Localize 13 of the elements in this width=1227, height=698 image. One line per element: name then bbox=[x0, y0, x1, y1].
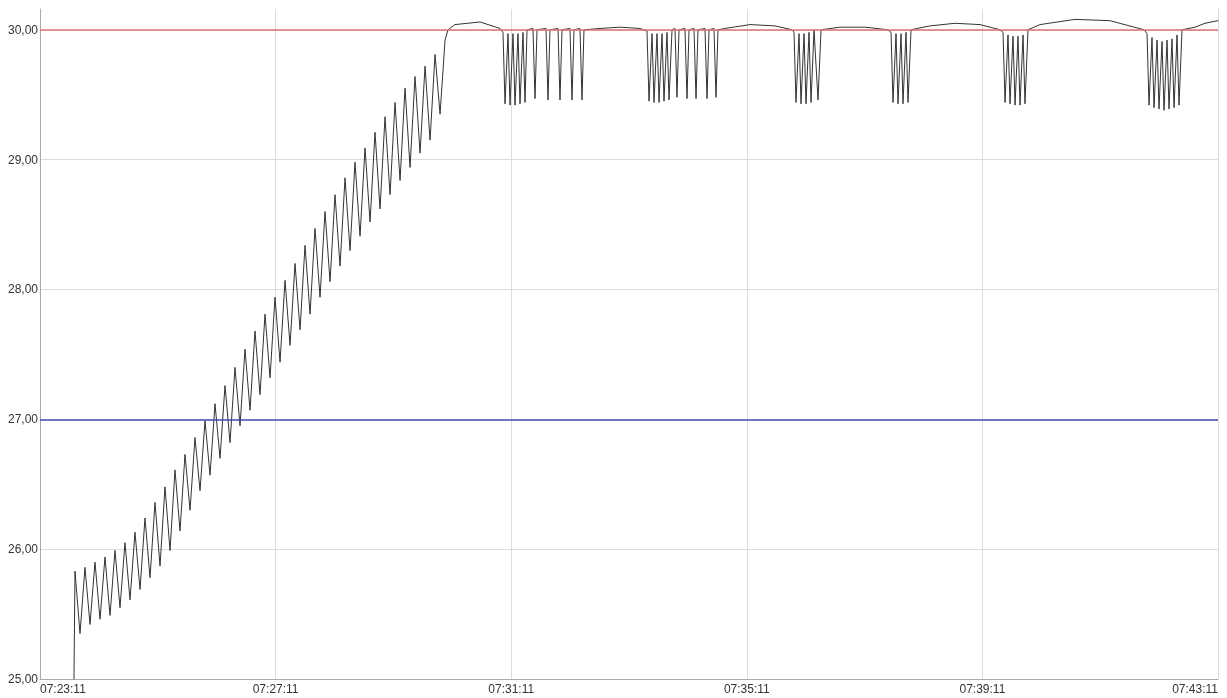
x-tick-label: 07:35:11 bbox=[723, 682, 771, 696]
x-tick-label: 07:43:11 bbox=[1172, 682, 1219, 696]
y-tick-label: 27,00 bbox=[7, 412, 39, 427]
y-tick-label: 28,00 bbox=[7, 282, 39, 297]
x-tick-label: 07:27:11 bbox=[252, 682, 299, 696]
y-tick-label: 30,00 bbox=[7, 22, 39, 37]
y-tick-label: 29,00 bbox=[7, 152, 39, 167]
x-tick-label: 07:23:11 bbox=[40, 682, 87, 696]
line-series bbox=[73, 18, 1219, 680]
x-tick-label: 07:31:11 bbox=[488, 682, 535, 696]
y-tick-label: 26,00 bbox=[7, 542, 39, 557]
y-tick-label: 25,00 bbox=[7, 672, 39, 686]
x-tick-label: 07:39:11 bbox=[959, 682, 1006, 696]
